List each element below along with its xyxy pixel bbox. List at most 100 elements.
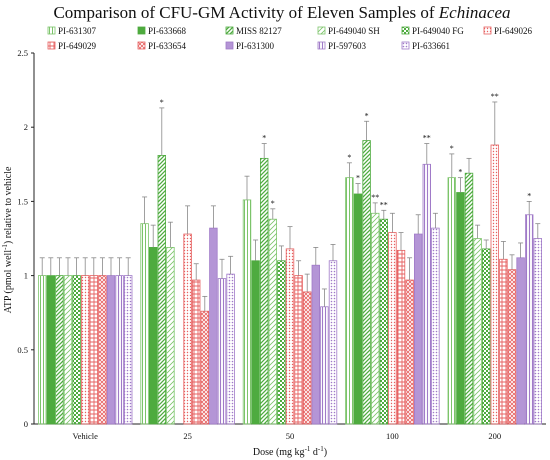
y-tick-label: 1 (24, 271, 28, 281)
bar (320, 306, 329, 425)
legend-swatch (47, 41, 56, 50)
x-tick-label: 100 (386, 431, 399, 441)
significance-label: ** (380, 200, 388, 209)
legend-label: PI-649040 FG (412, 26, 464, 36)
bar (525, 214, 534, 425)
bar (251, 260, 260, 425)
x-tick-label: 25 (183, 431, 192, 441)
bar (277, 260, 286, 425)
significance-label: * (458, 168, 462, 177)
bar (242, 199, 252, 425)
x-ticks: Vehicle 25 50 100 200 (72, 431, 501, 441)
bar (499, 258, 508, 425)
bar (217, 278, 227, 425)
bar (353, 193, 363, 425)
bar (464, 172, 474, 425)
bar (157, 154, 166, 425)
significance-label: * (365, 111, 369, 120)
bar (388, 232, 397, 425)
bar (481, 248, 491, 425)
bar (294, 275, 303, 425)
legend-swatch (225, 41, 234, 50)
bar (226, 273, 235, 425)
bar (38, 275, 47, 425)
y-axis-title: ATP (pmol well-1) relative to vehicle (1, 166, 14, 313)
legend-label: PI-633661 (412, 41, 450, 51)
legend-label: PI-631307 (58, 26, 96, 36)
legend-label: PI-597603 (328, 41, 366, 51)
legend: PI-631307 PI-633668 MISS 82127 PI-649040 SH… (47, 26, 532, 51)
significance-label: * (262, 134, 266, 143)
significance-label: * (160, 98, 164, 107)
bar (473, 238, 482, 425)
legend-label: PI-633654 (148, 41, 186, 51)
bar (396, 249, 406, 425)
bar (140, 223, 149, 425)
bar (311, 264, 320, 425)
y-ticks: 0 0.5 1 1.5 2 2.5 (17, 48, 34, 429)
bars: ***************** (38, 92, 542, 425)
legend-swatch (483, 26, 492, 35)
x-tick-label: 50 (286, 431, 295, 441)
significance-label: ** (371, 193, 379, 202)
legend-swatch (401, 41, 410, 50)
bar (507, 269, 517, 425)
bar (81, 275, 90, 425)
bar (63, 275, 73, 425)
significance-label: * (271, 199, 275, 208)
bar (516, 257, 525, 425)
legend-label: PI-633668 (148, 26, 186, 36)
bar (447, 177, 456, 425)
y-tick-label: 1.5 (17, 196, 28, 206)
legend-swatch (137, 26, 146, 35)
bar (456, 192, 465, 425)
bar (490, 144, 499, 425)
significance-label: * (527, 191, 531, 200)
legend-swatch (401, 26, 410, 35)
bar (345, 177, 354, 425)
bar (106, 275, 116, 425)
bar (362, 140, 371, 425)
bar (124, 275, 133, 425)
bar (533, 238, 542, 425)
significance-label: ** (491, 92, 499, 101)
x-tick-label: Vehicle (72, 431, 98, 441)
bar (183, 233, 192, 425)
legend-label: PI-649029 (58, 41, 96, 51)
bar (200, 310, 209, 425)
legend-swatch (317, 26, 326, 35)
bar (115, 275, 124, 425)
bar (285, 248, 295, 425)
y-tick-label: 2 (24, 122, 28, 132)
bar (370, 212, 380, 425)
bar (148, 247, 158, 425)
x-axis-title: Dose (mg kg-1 d-1) (253, 445, 327, 458)
y-tick-label: 0.5 (17, 345, 28, 355)
x-tick-label: 200 (488, 431, 501, 441)
legend-swatch (47, 26, 56, 35)
bar (268, 218, 277, 425)
bar (379, 218, 388, 425)
significance-label: * (347, 153, 351, 162)
legend-swatch (137, 41, 146, 50)
legend-label: PI-631300 (236, 41, 274, 51)
bar (72, 275, 81, 425)
legend-swatch (317, 41, 326, 50)
bar (166, 247, 175, 425)
legend-label: MISS 82127 (236, 26, 282, 36)
bar (431, 227, 440, 425)
legend-label: PI-649040 SH (328, 26, 380, 36)
bar (328, 260, 338, 425)
bar (413, 233, 423, 425)
y-tick-label: 0 (24, 419, 28, 429)
bar (98, 275, 107, 425)
legend-label: PI-649026 (494, 26, 532, 36)
bar (46, 275, 55, 425)
bar (55, 275, 64, 425)
significance-label: ** (423, 134, 431, 143)
legend-swatch (225, 26, 234, 35)
bar (209, 227, 218, 425)
bar (191, 279, 201, 425)
y-tick-label: 2.5 (17, 48, 28, 58)
